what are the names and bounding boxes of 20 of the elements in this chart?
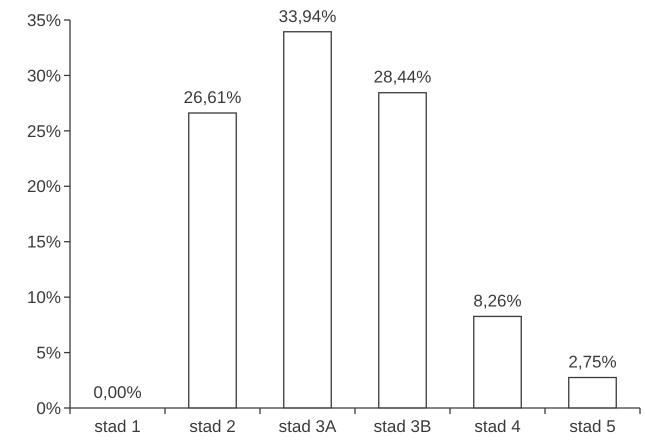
y-tick-label: 25%: [26, 122, 61, 141]
data-label: 2,75%: [568, 352, 617, 372]
y-tick-label: 0%: [36, 398, 61, 418]
x-tick-label: stad 3B: [374, 417, 432, 436]
x-tick-label: stad 3A: [278, 417, 337, 436]
y-tick-label: 15%: [26, 232, 61, 252]
data-label: 0,00%: [93, 383, 142, 402]
data-label: 28,44%: [374, 68, 432, 87]
x-tick-label: stad 4: [474, 417, 521, 436]
data-label: 8,26%: [473, 291, 522, 310]
data-label: 33,94%: [278, 6, 336, 26]
y-tick-label: 35%: [26, 10, 61, 30]
data-label: 26,61%: [184, 88, 242, 108]
x-tick-label: stad 1: [94, 417, 141, 436]
y-tick-label: 10%: [26, 288, 61, 308]
x-tick-label: stad 5: [569, 417, 616, 436]
x-tick-label: stad 2: [189, 417, 236, 436]
y-tick-label: 5%: [36, 344, 61, 363]
y-tick-label: 30%: [26, 66, 61, 86]
y-tick-label: 20%: [26, 177, 61, 196]
